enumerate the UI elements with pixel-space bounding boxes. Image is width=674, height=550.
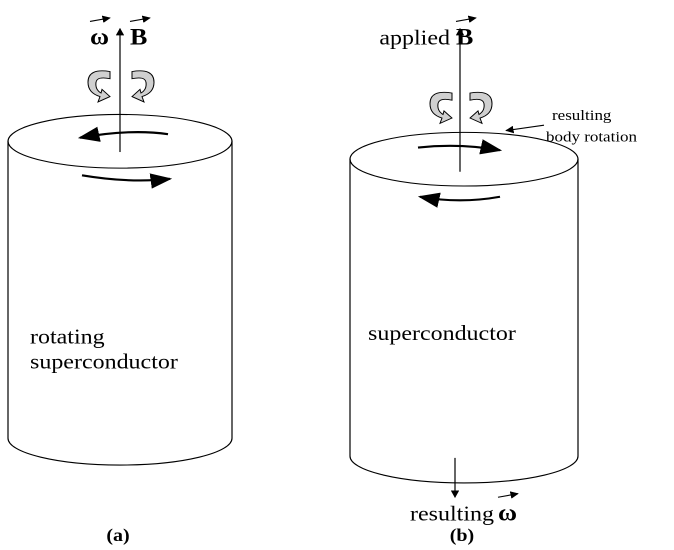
vector-arrow <box>455 15 477 23</box>
rotation-arrow <box>429 91 453 125</box>
rotation-arrow <box>469 91 493 125</box>
current-arrow <box>417 139 503 155</box>
note-text: resulting <box>552 108 611 124</box>
resulting-label: resulting <box>410 502 494 526</box>
rotation-arrow <box>87 70 111 103</box>
note-arrow <box>505 124 545 134</box>
caption: (b) <box>450 526 474 546</box>
omega-symbol: ω <box>90 25 109 50</box>
panel-a: ω B rotating superconductor (a) <box>7 15 233 546</box>
current-arrow <box>81 173 173 189</box>
omega-symbol: ω <box>498 501 517 526</box>
cylinder-top <box>349 131 579 187</box>
vector-arrow <box>89 15 111 23</box>
note-text: body rotation <box>546 129 637 145</box>
body-text: rotating <box>30 325 105 349</box>
cylinder-body <box>7 141 233 466</box>
b-symbol: B <box>456 25 473 50</box>
body-text: superconductor <box>30 350 178 374</box>
vector-arrow <box>497 491 519 499</box>
body-text: superconductor <box>368 321 516 345</box>
caption: (a) <box>106 526 129 546</box>
current-arrow <box>417 192 501 208</box>
applied-label: applied <box>379 26 450 50</box>
current-arrow <box>77 126 169 142</box>
vector-arrow <box>129 15 151 23</box>
panel-b: applied B resulting body rotation superc… <box>349 15 637 546</box>
cylinder-body <box>349 159 579 484</box>
rotation-arrow <box>131 70 155 103</box>
b-symbol: B <box>130 25 147 50</box>
